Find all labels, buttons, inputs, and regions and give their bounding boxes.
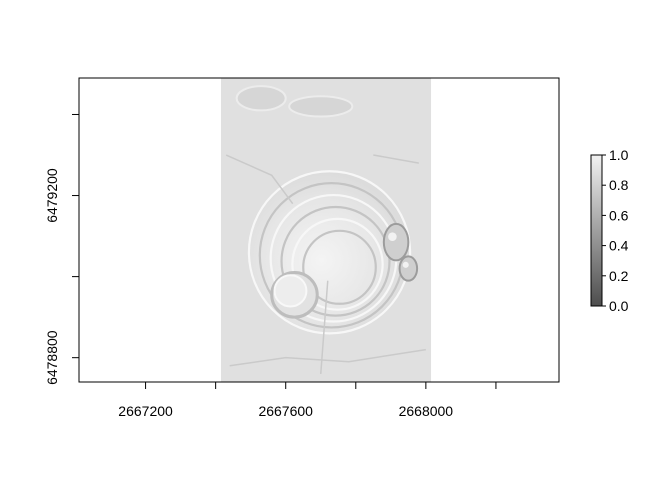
terrain-trace [225, 154, 294, 205]
pit-terrace-ring [247, 170, 412, 335]
x-tick-label: 2668000 [399, 403, 454, 419]
pit-terrace-ring [291, 217, 384, 311]
x-tick-label: 2667600 [258, 403, 313, 419]
crater-rim [273, 274, 308, 308]
legend-tick-label: 1.0 [609, 147, 629, 163]
plot-frame [78, 77, 560, 383]
legend-tick-label: 0.6 [609, 207, 629, 223]
hillshade-raster [220, 78, 432, 382]
legend-tick-label: 0.2 [609, 268, 629, 284]
pit-terrace-ring [302, 229, 377, 305]
y-tick-label: 6478800 [44, 330, 60, 385]
legend-tick-label: 0.0 [609, 298, 629, 314]
ridge [288, 95, 354, 118]
legend: 0.0 0.2 0.4 0.6 0.8 1.0 [590, 147, 629, 314]
terrain-trace [320, 280, 329, 374]
mound [382, 222, 410, 262]
legend-tick-label: 0.8 [609, 177, 629, 193]
mound-highlight [402, 261, 409, 268]
y-tick-label: 6479200 [44, 168, 60, 223]
y-axis: 6478800 6479200 [44, 113, 79, 385]
x-axis: 2667200 2667600 2668000 [118, 382, 497, 419]
legend-colorbar [590, 154, 603, 307]
terrain-trace [373, 154, 419, 164]
pit-terrace-ring [280, 205, 391, 317]
mound [398, 255, 419, 282]
x-tick-label: 2667200 [118, 403, 173, 419]
mound-highlight [388, 232, 397, 241]
ridge [235, 85, 287, 112]
legend-tick-label: 0.4 [609, 238, 629, 254]
terrain-trace [229, 348, 426, 367]
